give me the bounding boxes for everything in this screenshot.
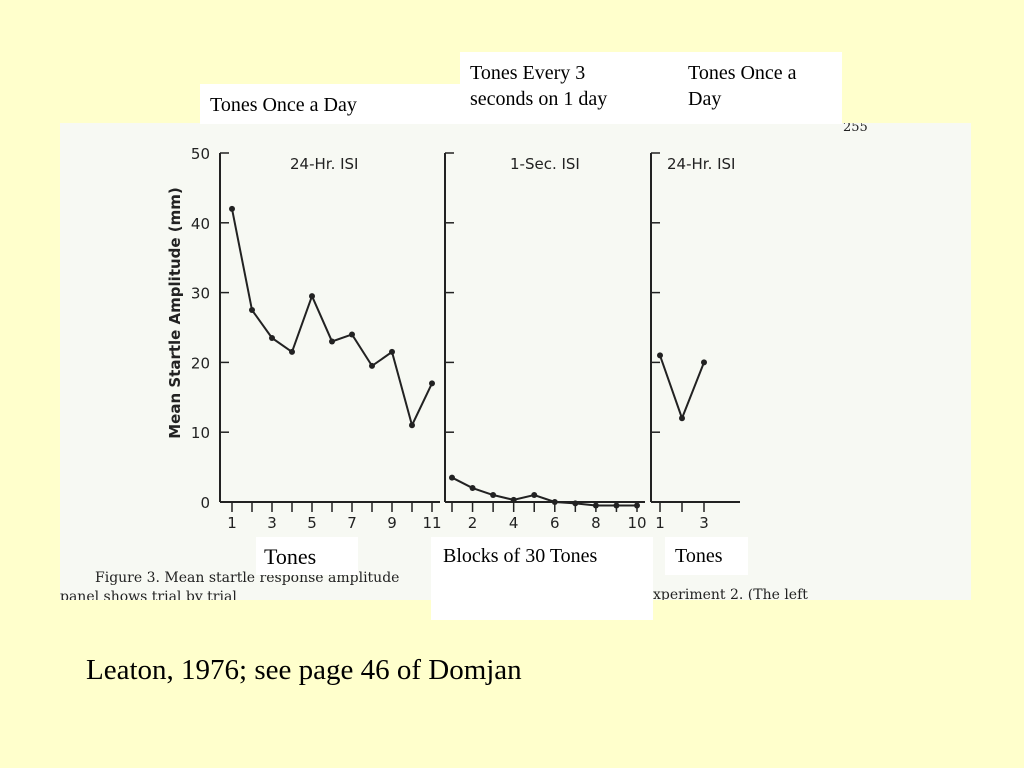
y-tick-label: 10 [191, 424, 210, 442]
data-point [229, 205, 235, 212]
x-tick-label: 10 [627, 514, 646, 532]
label-line-2: seconds on 1 day [470, 88, 608, 110]
x-tick-label: 8 [591, 514, 601, 532]
chart-panel-3: 1 3 24-Hr. ISI [650, 152, 740, 532]
citation: Leaton, 1976; see page 46 of Domjan [86, 654, 522, 686]
data-point [634, 502, 640, 509]
label-tones-left: Tones [256, 537, 358, 575]
label-text: Tones Once a Day [210, 94, 357, 116]
data-point [409, 422, 415, 429]
x-tick-label: 3 [267, 514, 277, 532]
data-point [249, 307, 255, 314]
chart-panel-2: 2 4 6 8 10 1-Sec. ISI [444, 152, 647, 532]
data-point [269, 334, 275, 341]
startle-chart: 255 Mean Startle Amplitude (mm) 0 10 20 30 4… [60, 123, 868, 600]
series-line [231, 208, 433, 429]
x-tick-label: 1 [227, 514, 237, 532]
series-line [451, 476, 637, 507]
label-tones-right: Tones [665, 537, 748, 575]
data-point [490, 492, 497, 499]
x-tick-label: 6 [550, 514, 560, 532]
y-axis-label: Mean Startle Amplitude (mm) [166, 187, 184, 439]
x-tick-label: 7 [347, 514, 357, 532]
data-point [657, 352, 663, 359]
label-text: Tones [675, 545, 723, 567]
data-point [679, 415, 685, 422]
data-point [349, 331, 355, 338]
chart-panel-1: 0 10 20 30 40 50 1 3 5 7 9 11 24-Hr. ISI [191, 145, 442, 532]
data-point [551, 499, 558, 505]
x-tick-label: 9 [387, 514, 397, 532]
x-tick-label: 1 [655, 514, 665, 532]
label-tones-once-a-day-right: Tones Once a Day [678, 52, 842, 124]
label-tones-once-a-day-left: Tones Once a Day [200, 84, 462, 124]
series-line [659, 355, 705, 422]
data-point [289, 348, 295, 355]
data-point [572, 500, 579, 507]
panel-title: 1-Sec. ISI [510, 155, 580, 173]
data-point [449, 474, 455, 481]
data-point [469, 485, 476, 492]
caption-line-1-right: xperiment 2. (The left [653, 587, 808, 600]
x-tick-label: 5 [307, 514, 317, 532]
data-point [329, 338, 335, 345]
label-line-1: Tones Every 3 [470, 62, 586, 84]
label-line-1: Tones Once a [688, 62, 797, 84]
y-tick-label: 0 [200, 494, 210, 512]
label-line-2: Day [688, 88, 722, 110]
data-point [510, 496, 517, 503]
data-point [309, 293, 315, 300]
data-point [613, 502, 620, 509]
x-tick-label: 4 [509, 514, 519, 532]
data-point [429, 380, 435, 387]
x-tick-label: 11 [422, 514, 441, 532]
data-point [531, 492, 538, 499]
label-text: Tones [264, 544, 317, 569]
label-text: Blocks of 30 Tones [443, 545, 598, 567]
data-point [389, 348, 395, 355]
x-tick-label: 2 [468, 514, 478, 532]
y-tick-label: 40 [191, 215, 210, 233]
label-blocks-of-30-tones: Blocks of 30 Tones [431, 537, 653, 620]
page-number: 255 [843, 123, 868, 135]
label-tones-every-3-seconds: Tones Every 3 seconds on 1 day [460, 52, 678, 124]
y-tick-label: 20 [191, 354, 210, 372]
y-tick-label: 50 [191, 145, 210, 163]
data-point [592, 502, 599, 509]
data-point [701, 359, 707, 366]
caption-line-2: panel shows trial by trial [60, 589, 237, 600]
x-tick-label: 3 [699, 514, 709, 532]
y-tick-label: 30 [191, 285, 210, 303]
panel-title: 24-Hr. ISI [290, 155, 358, 173]
data-point [369, 362, 375, 369]
panel-title: 24-Hr. ISI [667, 155, 735, 173]
scanned-figure: 255 Mean Startle Amplitude (mm) 0 10 20 30 4… [60, 123, 971, 600]
